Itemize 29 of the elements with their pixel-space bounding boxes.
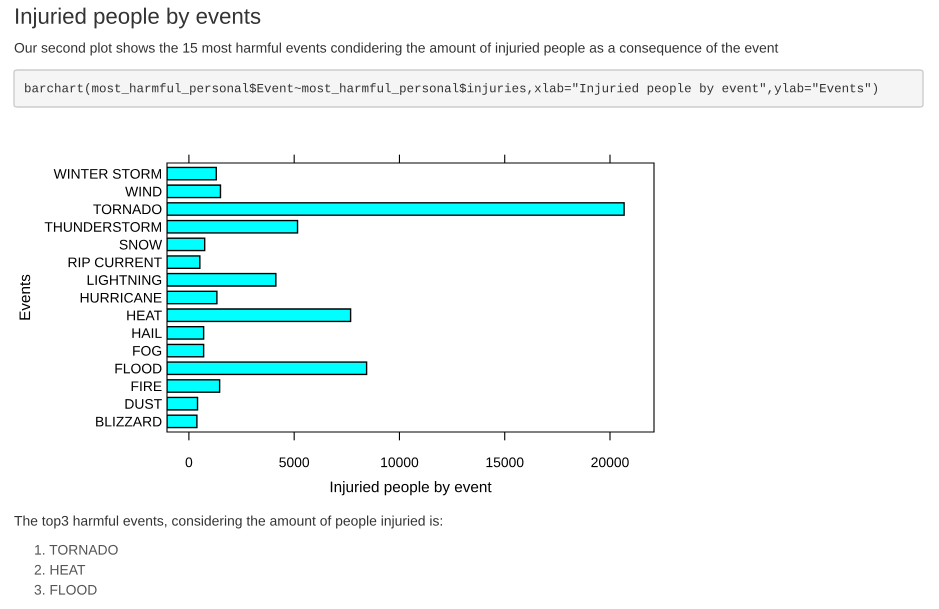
y-tick-label: HEAT	[127, 310, 162, 320]
chart-subtitle: Our second plot shows the 15 most harmful events condidering the amount of injuried people as a consequence of the event	[14, 42, 778, 56]
y-axis-title: Events	[20, 274, 30, 320]
chart-title: Injuried people by events	[16, 8, 260, 28]
x-axis-title: Injuried people by event	[330, 481, 492, 496]
y-tick-label: TORNADO	[93, 204, 162, 214]
y-tick-label: WIND	[125, 186, 162, 196]
x-tick-label: 10000	[381, 457, 418, 468]
y-tick-label: FIRE	[132, 381, 162, 392]
text: 2. HEAT	[34, 564, 86, 575]
y-tick-label: SNOW	[120, 240, 162, 250]
text: 3. FLOOD	[34, 584, 97, 595]
x-tick-label: 0	[186, 457, 192, 468]
y-tick-label: FLOOD	[115, 364, 162, 374]
y-tick-label: WINTER STORM	[54, 168, 161, 179]
y-tick-label: BLIZZARD	[96, 416, 162, 426]
y-tick-label: LIGHTNING	[88, 275, 162, 285]
text: The top3 harmful events, considering the amount of people injuried is:	[14, 516, 442, 528]
y-tick-label: DUST	[125, 399, 162, 409]
text: 1. TORNADO	[35, 544, 118, 555]
x-tick-label: 20000	[591, 457, 629, 468]
y-tick-label: FOG	[133, 346, 162, 356]
x-tick-label: 5000	[279, 457, 310, 468]
text: barchart(most_harmful_personal$Event~most_harmful_personal$injuries,xlab="Injuried people by event",ylab="Events")	[25, 83, 878, 95]
y-tick-label: HURRICANE	[80, 292, 162, 303]
y-tick-label: RIP CURRENT	[68, 257, 162, 268]
x-tick-label: 15000	[486, 457, 524, 468]
y-tick-label: HAIL	[132, 328, 162, 338]
y-tick-label: THUNDERSTORM	[44, 222, 161, 232]
